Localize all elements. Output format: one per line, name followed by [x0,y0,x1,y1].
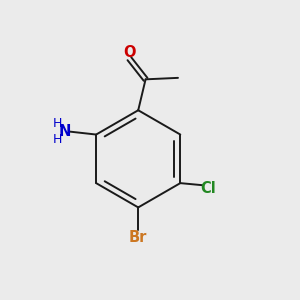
Text: H: H [53,133,63,146]
Text: Cl: Cl [200,181,216,196]
Text: H: H [53,117,63,130]
Text: Br: Br [129,230,147,245]
Text: N: N [59,124,71,139]
Text: O: O [123,45,136,60]
